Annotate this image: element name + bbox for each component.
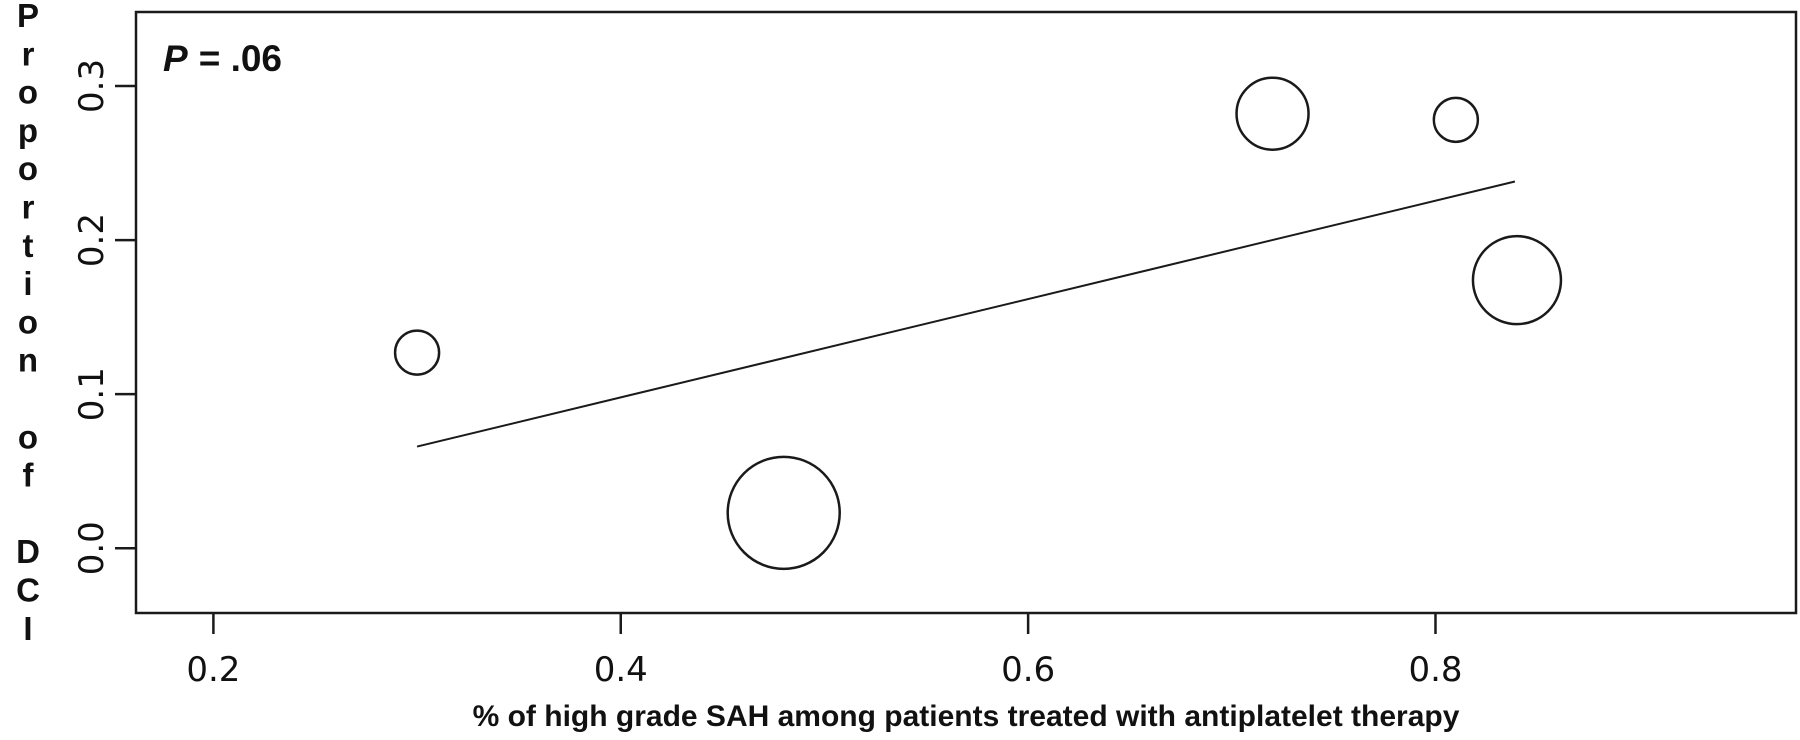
y-tick-label: 0.0 bbox=[72, 521, 112, 575]
bubble bbox=[1432, 96, 1480, 144]
y-axis-title-letter: o bbox=[18, 303, 38, 340]
y-axis-ticks bbox=[115, 84, 136, 550]
y-axis-title-letter: o bbox=[18, 418, 38, 455]
p-value-rest: = .06 bbox=[199, 38, 282, 79]
y-axis-title-letter: i bbox=[23, 265, 32, 302]
y-axis-title-letter: p bbox=[18, 112, 38, 149]
y-tick-label: 0.2 bbox=[72, 213, 112, 267]
x-axis-tick-labels: 0.2 0.4 0.6 0.8 bbox=[186, 650, 1462, 690]
y-axis-title-letter: I bbox=[23, 610, 32, 647]
bubble bbox=[1471, 234, 1563, 326]
y-axis-tick-labels: 0.0 0.1 0.2 0.3 bbox=[72, 59, 112, 575]
y-axis-title-letter: r bbox=[22, 189, 35, 226]
x-axis-ticks bbox=[212, 613, 1437, 634]
regression-line bbox=[416, 180, 1516, 448]
y-axis-title-letter: C bbox=[16, 572, 40, 609]
x-tick-label: 0.4 bbox=[594, 650, 648, 690]
y-tick-label: 0.1 bbox=[72, 367, 112, 421]
bubble-points bbox=[393, 76, 1563, 571]
x-tick-label: 0.6 bbox=[1001, 650, 1055, 690]
bubble bbox=[726, 455, 841, 571]
y-axis-title-letter: P bbox=[17, 0, 39, 34]
bubble bbox=[1235, 76, 1310, 151]
regression-line-group bbox=[416, 180, 1516, 448]
y-tick-label: 0.3 bbox=[72, 59, 112, 113]
y-axis-title-letter: f bbox=[23, 457, 35, 494]
bubble bbox=[393, 329, 441, 376]
y-axis-title-letter: r bbox=[22, 35, 35, 72]
p-value-annotation: P = .06 bbox=[163, 38, 282, 79]
x-tick-label: 0.2 bbox=[186, 650, 240, 690]
x-axis-title: % of high grade SAH among patients treat… bbox=[473, 700, 1460, 733]
p-value-symbol: P bbox=[163, 38, 188, 79]
y-axis-title-letter: n bbox=[18, 342, 38, 379]
x-tick-label: 0.8 bbox=[1408, 650, 1462, 690]
plot-area-border bbox=[134, 10, 1798, 615]
y-axis-title-letter: D bbox=[16, 533, 40, 570]
y-axis-title-letter: o bbox=[18, 150, 38, 187]
y-axis-title-letter: t bbox=[23, 227, 34, 264]
y-axis-title-letter: o bbox=[18, 74, 38, 111]
